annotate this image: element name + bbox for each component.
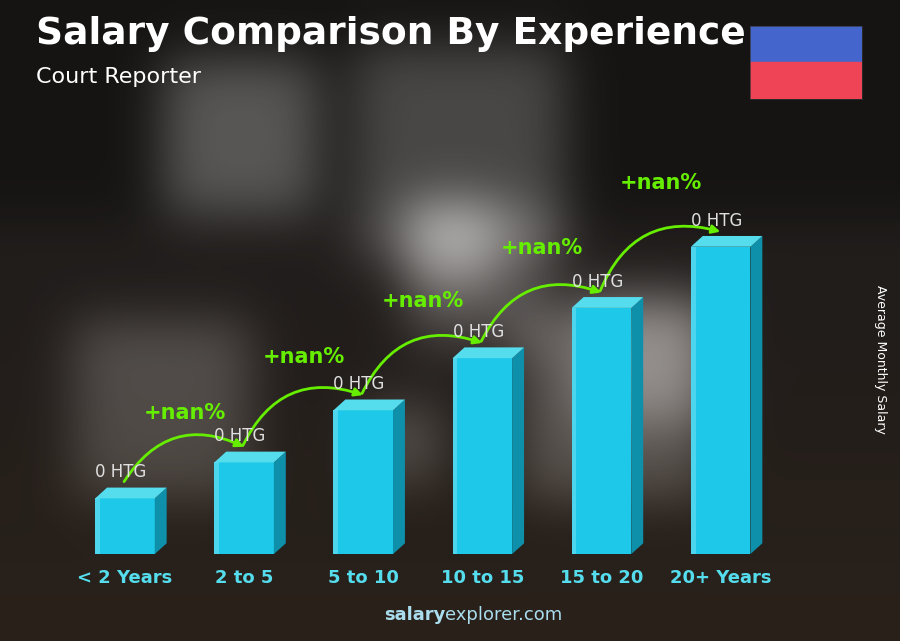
Polygon shape bbox=[572, 308, 631, 554]
Bar bbox=[750, 26, 862, 62]
Polygon shape bbox=[95, 488, 166, 498]
Text: Average Monthly Salary: Average Monthly Salary bbox=[874, 285, 886, 433]
Polygon shape bbox=[274, 452, 286, 554]
Text: Court Reporter: Court Reporter bbox=[36, 67, 201, 87]
Polygon shape bbox=[214, 462, 274, 554]
Polygon shape bbox=[512, 347, 524, 554]
Polygon shape bbox=[572, 297, 644, 308]
Polygon shape bbox=[453, 347, 524, 358]
Text: 0 HTG: 0 HTG bbox=[214, 427, 266, 445]
Polygon shape bbox=[333, 410, 338, 554]
Text: 0 HTG: 0 HTG bbox=[95, 463, 147, 481]
Polygon shape bbox=[453, 358, 457, 554]
Polygon shape bbox=[214, 462, 219, 554]
Polygon shape bbox=[333, 399, 405, 410]
Polygon shape bbox=[214, 452, 286, 462]
Text: salary: salary bbox=[384, 606, 446, 624]
Text: Salary Comparison By Experience: Salary Comparison By Experience bbox=[36, 16, 746, 52]
Text: +nan%: +nan% bbox=[143, 403, 226, 423]
Polygon shape bbox=[333, 410, 393, 554]
Polygon shape bbox=[691, 247, 751, 554]
Text: +nan%: +nan% bbox=[263, 347, 345, 367]
Text: 0 HTG: 0 HTG bbox=[572, 272, 623, 290]
Polygon shape bbox=[95, 498, 155, 554]
Text: +nan%: +nan% bbox=[620, 173, 702, 193]
Polygon shape bbox=[95, 498, 100, 554]
Text: +nan%: +nan% bbox=[382, 292, 464, 312]
Polygon shape bbox=[691, 236, 762, 247]
Text: 0 HTG: 0 HTG bbox=[691, 212, 742, 229]
Bar bbox=[750, 62, 862, 99]
Polygon shape bbox=[155, 488, 166, 554]
Polygon shape bbox=[751, 236, 762, 554]
Text: 0 HTG: 0 HTG bbox=[453, 323, 504, 341]
Polygon shape bbox=[453, 358, 512, 554]
Text: 0 HTG: 0 HTG bbox=[333, 375, 385, 393]
Polygon shape bbox=[691, 247, 696, 554]
Polygon shape bbox=[393, 399, 405, 554]
Polygon shape bbox=[572, 308, 577, 554]
Polygon shape bbox=[631, 297, 644, 554]
Text: +nan%: +nan% bbox=[500, 238, 583, 258]
Text: explorer.com: explorer.com bbox=[446, 606, 562, 624]
